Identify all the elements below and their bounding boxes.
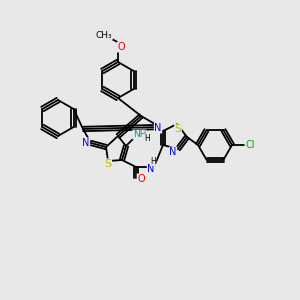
Text: H: H: [150, 157, 156, 166]
Text: S: S: [175, 124, 181, 134]
Text: N: N: [82, 138, 90, 148]
Text: CH₃: CH₃: [96, 31, 112, 40]
Text: H: H: [145, 134, 150, 143]
Text: N: N: [169, 147, 177, 157]
Text: S: S: [104, 159, 112, 169]
Text: N: N: [154, 123, 162, 133]
Text: O: O: [137, 174, 145, 184]
Text: O: O: [117, 42, 125, 52]
Text: Cl: Cl: [245, 140, 255, 150]
Text: N: N: [147, 164, 155, 174]
Text: NH: NH: [133, 130, 146, 139]
